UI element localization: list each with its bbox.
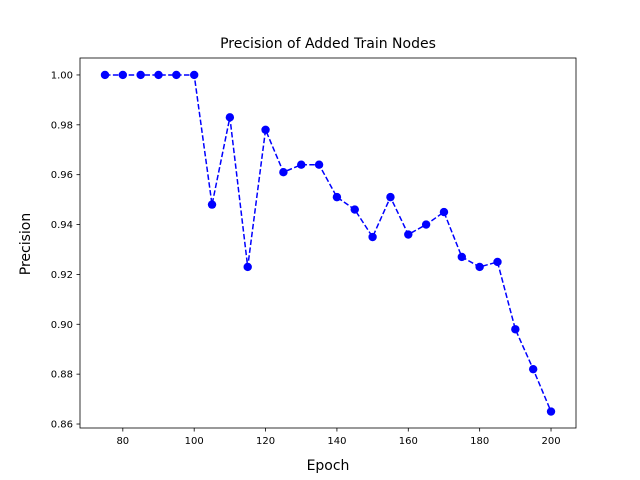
x-tick-label: 120 [256, 436, 275, 447]
data-point [279, 167, 288, 177]
y-tick-label: 0.86 [51, 420, 73, 431]
axes-frame [79, 57, 577, 429]
data-point [136, 70, 145, 80]
y-tick-label: 1.00 [51, 70, 73, 81]
data-point [172, 70, 181, 80]
data-point [528, 364, 538, 374]
data-point [511, 325, 520, 334]
data-point [475, 262, 484, 272]
data-point [154, 70, 163, 80]
x-tick-label: 100 [185, 436, 204, 447]
data-point [368, 232, 377, 242]
data-point [225, 113, 235, 122]
y-tick-label: 0.94 [51, 220, 73, 231]
y-tick-label: 0.98 [51, 120, 73, 131]
data-point [421, 220, 431, 229]
plot-area: 80 100 120 140 160 180 200 0.86 0.88 0.90 0.92 0.94… [51, 57, 577, 447]
x-tick-label: 80 [116, 436, 129, 447]
data-point [350, 205, 359, 214]
data-point [261, 125, 270, 135]
data-point [189, 70, 199, 80]
data-point [493, 257, 502, 267]
data-point [118, 70, 128, 80]
data-point [404, 230, 413, 239]
data-point [100, 70, 110, 80]
y-tick-label: 0.90 [51, 320, 73, 331]
data-point [546, 407, 556, 416]
chart-title: Precision of Added Train Nodes [220, 36, 436, 52]
data-point [332, 192, 342, 202]
y-axis-title: Precision [18, 213, 34, 275]
y-tick-label: 0.96 [51, 170, 73, 181]
y-tick-label: 0.92 [51, 270, 73, 281]
y-tick-label: 0.88 [51, 370, 73, 381]
data-point [297, 160, 306, 169]
data-point [243, 262, 252, 272]
x-tick-label: 180 [470, 436, 489, 447]
x-tick-label: 200 [541, 436, 560, 447]
x-tick-label: 140 [327, 436, 346, 447]
data-point [386, 192, 395, 202]
data-point [314, 160, 324, 169]
x-axis-title: Epoch [307, 458, 350, 474]
x-tick-label: 160 [399, 436, 418, 447]
data-point [207, 200, 217, 209]
data-point [439, 207, 449, 217]
data-point [457, 252, 467, 262]
